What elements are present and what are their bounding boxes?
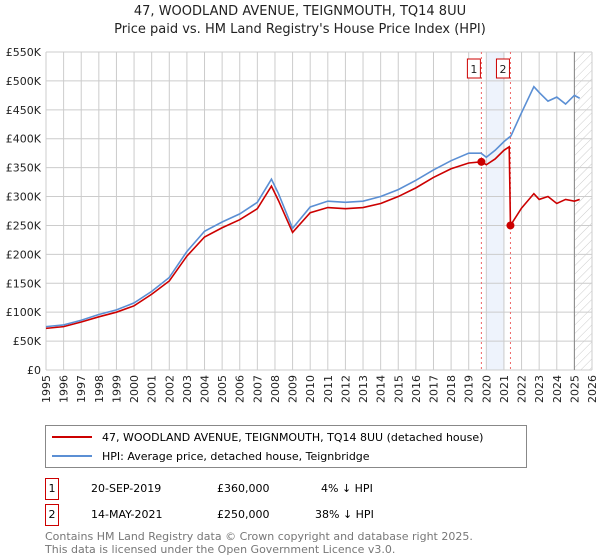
x-tick-label: 2011 [322,375,335,403]
x-tick-label: 2001 [146,375,159,403]
legend-item-property: 47, WOODLAND AVENUE, TEIGNMOUTH, TQ14 8U… [46,429,483,445]
x-tick-label: 2007 [251,375,264,403]
x-tick-label: 1995 [40,375,53,403]
sale-date: 20-SEP-2019 [91,482,162,495]
legend-label: HPI: Average price, detached house, Teig… [102,449,370,463]
y-tick-label: £300K [6,191,42,204]
x-tick-label: 2024 [551,375,564,403]
sale-row: 1 20-SEP-2019 £360,000 4% ↓ HPI [45,478,465,500]
price-chart: 1995 1996 1997 1998 1999 2000 2001 2002 2003 2004… [6,46,599,403]
x-tick-label: 2002 [163,375,176,403]
annotation-box [495,58,510,79]
chart-subtitle: Price paid vs. HM Land Registry's House … [114,22,486,37]
x-tick-label: 2022 [516,375,529,403]
x-tick-label: 2003 [181,375,194,403]
x-tick-label: 2004 [199,375,212,403]
sale-delta: 4% ↓ HPI [321,482,373,495]
x-tick-label: 2016 [410,375,423,403]
x-tick-label: 2000 [128,375,141,403]
footer-line: This data is licensed under the Open Gov… [45,543,396,556]
legend-line-red [52,436,92,438]
x-tick-label: 2010 [304,375,317,403]
chart-title: 47, WOODLAND AVENUE, TEIGNMOUTH, TQ14 8U… [133,4,467,19]
y-tick-label: £350K [6,162,42,175]
x-tick-label: 2015 [392,375,405,403]
x-tick-label: 2012 [339,375,352,403]
x-tick-label: 2020 [480,375,493,403]
sale-point [477,157,486,166]
series-line [45,85,581,328]
x-tick-label: 2019 [463,375,476,403]
x-tick-label: 2014 [375,375,388,403]
x-tick-label: 2026 [586,375,599,403]
forecast-hatch [574,52,592,370]
x-tick-label: 1997 [75,375,88,403]
y-tick-label: £0 [27,364,41,377]
annotation-box [466,58,481,79]
x-tick-label: 1996 [58,375,71,403]
x-tick-label: 2008 [269,375,282,403]
x-tick-label: 2005 [216,375,229,403]
x-tick-label: 2017 [427,375,440,403]
sale-price: £360,000 [217,482,270,495]
legend-label: 47, WOODLAND AVENUE, TEIGNMOUTH, TQ14 8U… [102,430,484,444]
y-tick-label: £100K [6,306,42,319]
x-tick-label: 2009 [287,375,300,403]
sale-marker-box: 2 [45,504,59,526]
x-tick-label: 2006 [234,375,247,403]
x-tick-label: 2025 [568,375,581,403]
sale-point [506,221,515,230]
legend-line-blue [52,455,92,457]
x-tick-label: 2023 [533,375,546,403]
sale-row: 2 14-MAY-2021 £250,000 38% ↓ HPI [45,504,465,526]
y-tick-label: £150K [6,277,42,290]
y-tick-label: £200K [6,248,42,261]
sale-date: 14-MAY-2021 [91,508,163,521]
footer-line: Contains HM Land Registry data © Crown c… [45,530,473,543]
footer: Contains HM Land Registry data © Crown c… [45,530,473,556]
highlight-band [486,52,504,370]
sale-delta: 38% ↓ HPI [315,508,374,521]
series-line [45,145,580,330]
y-tick-label: £400K [6,133,42,146]
x-tick-label: 2013 [357,375,370,403]
x-tick-label: 1999 [110,375,123,403]
sale-marker-box: 1 [45,478,59,500]
annotation-label: 2 [499,63,506,76]
sale-price: £250,000 [217,508,270,521]
y-tick-label: £500K [6,75,42,88]
legend-item-hpi: HPI: Average price, detached house, Teig… [46,448,370,464]
annotation-label: 1 [470,63,477,76]
x-tick-label: 2021 [498,375,511,403]
y-tick-label: £450K [6,104,42,117]
x-tick-label: 1998 [93,375,106,403]
y-tick-label: £50K [13,335,42,348]
y-tick-label: £250K [6,219,42,232]
legend: 47, WOODLAND AVENUE, TEIGNMOUTH, TQ14 8U… [45,425,527,468]
x-tick-label: 2018 [445,375,458,403]
y-tick-label: £550K [6,46,42,59]
